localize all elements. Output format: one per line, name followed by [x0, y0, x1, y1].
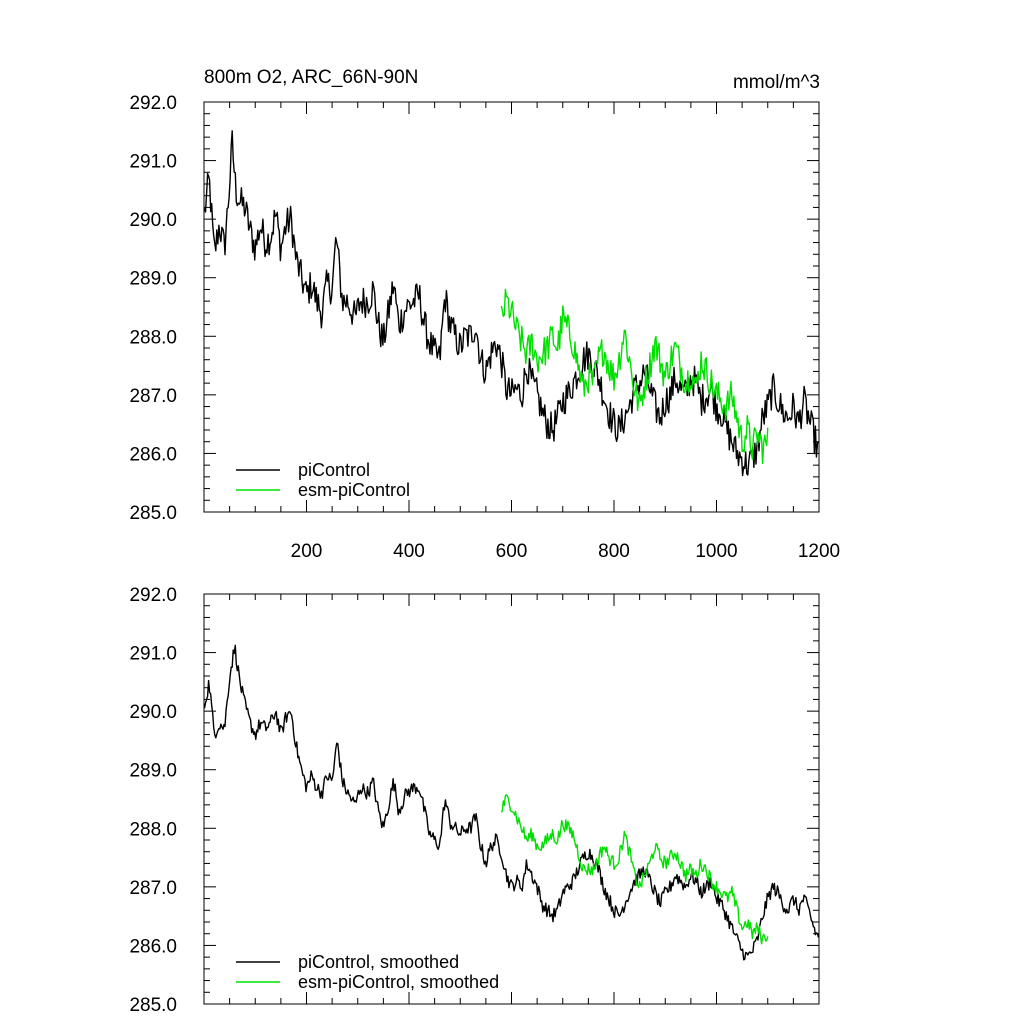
y-tick-label: 290.0 [129, 210, 177, 231]
legend-label-esm-picontrol: esm-piControl [298, 480, 410, 500]
top-legend: piControl esm-piControl [236, 460, 410, 500]
y-tick-label: 286.0 [129, 444, 177, 465]
y-tick-label: 287.0 [129, 878, 177, 899]
y-tick-label: 286.0 [129, 936, 177, 957]
top-panel: 800m O2, ARC_66N-90N mmol/m^3 292.0 291.0… [129, 67, 840, 562]
x-tick-label: 400 [393, 541, 425, 562]
x-tick-label: 1000 [695, 541, 737, 562]
y-tick-label: 287.0 [129, 386, 177, 407]
y-tick-label: 285.0 [129, 503, 177, 524]
bottom-panel: 292.0 291.0 290.0 289.0 288.0 287.0 286.0 285.0… [129, 585, 820, 1016]
series-line-picontrol [203, 130, 819, 477]
chart-title: 800m O2, ARC_66N-90N [204, 67, 418, 88]
y-tick-label: 292.0 [129, 585, 177, 606]
y-tick-label: 289.0 [129, 269, 177, 290]
top-ticks: 292.0 291.0 290.0 289.0 288.0 287.0 286.0 285.0… [129, 93, 840, 562]
x-tick-label: 800 [598, 541, 630, 562]
x-tick-label: 200 [291, 541, 323, 562]
series-line-esm-picontrol-smoothed [500, 794, 769, 945]
bottom-series [203, 644, 820, 961]
legend-label-esm-picontrol-smoothed: esm-piControl, smoothed [298, 972, 499, 992]
y-tick-label: 290.0 [129, 702, 177, 723]
y-tick-label: 285.0 [129, 995, 177, 1016]
bottom-plot-frame [203, 593, 820, 1005]
y-tick-label: 291.0 [129, 644, 177, 665]
y-tick-label: 288.0 [129, 327, 177, 348]
y-tick-label: 289.0 [129, 761, 177, 782]
x-tick-label: 1200 [798, 541, 840, 562]
top-series [203, 130, 819, 477]
y-tick-label: 292.0 [129, 93, 177, 114]
bottom-ticks: 292.0 291.0 290.0 289.0 288.0 287.0 286.0 285.0 [129, 585, 820, 1016]
y-tick-label: 288.0 [129, 819, 177, 840]
x-tick-label: 600 [496, 541, 528, 562]
legend-label-picontrol-smoothed: piControl, smoothed [298, 952, 459, 972]
legend-label-picontrol: piControl [298, 460, 370, 480]
series-line-picontrol-smoothed [203, 644, 820, 961]
bottom-legend: piControl, smoothed esm-piControl, smoot… [236, 952, 499, 992]
y-tick-label: 291.0 [129, 152, 177, 173]
top-plot-frame [203, 101, 820, 513]
series-line-esm-picontrol [500, 288, 769, 464]
units-label: mmol/m^3 [733, 72, 820, 93]
